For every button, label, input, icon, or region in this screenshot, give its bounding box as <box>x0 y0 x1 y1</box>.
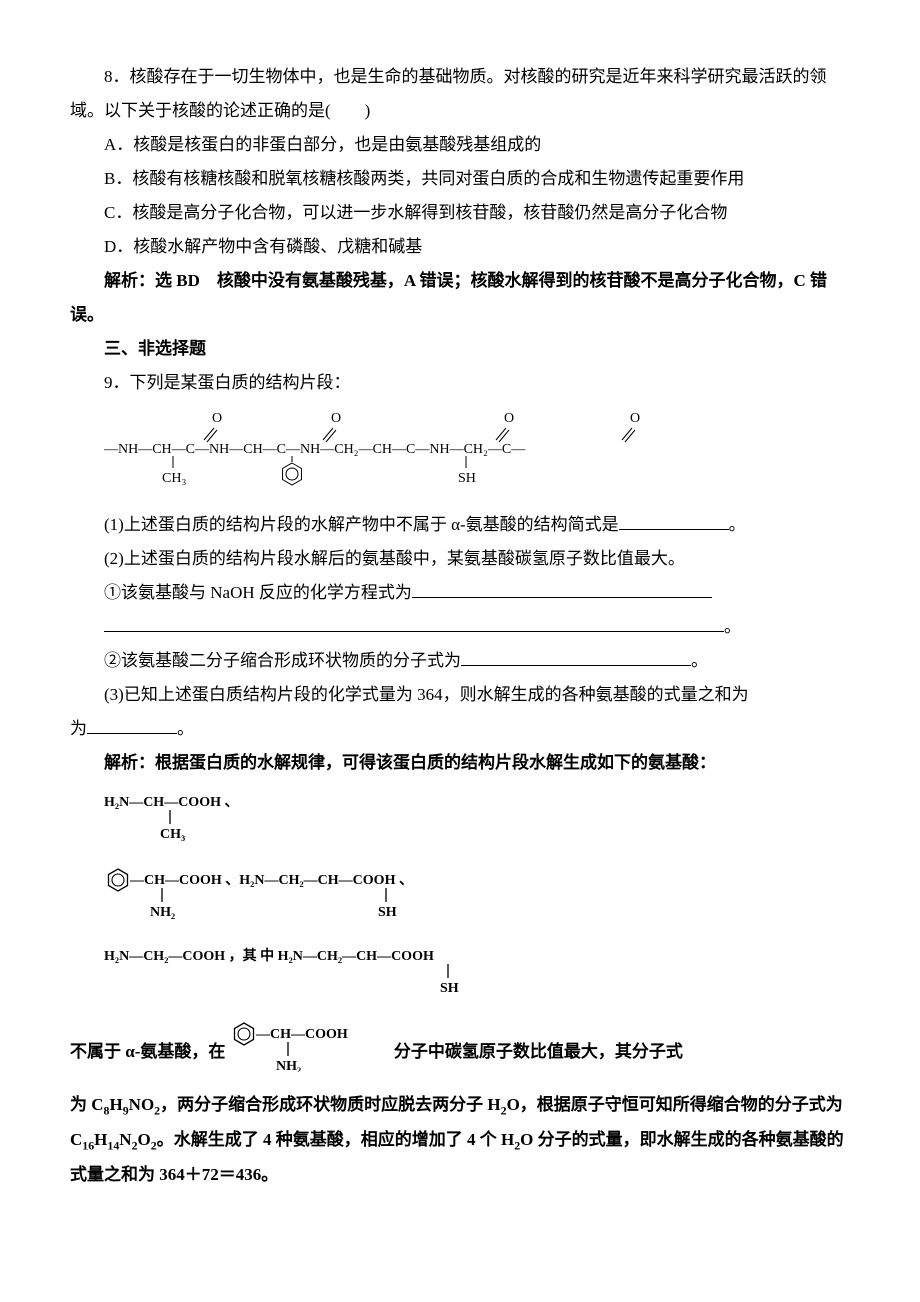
amino-acid-4: H₂N—CH₂—COOH ，其 中 H₂N—CH₂—CH—COOH SH <box>104 942 850 1010</box>
q9-analysis-lead: 解析：根据蛋白质的水解规律，可得该蛋白质的结构片段水解生成如下的氨基酸： <box>70 746 850 780</box>
svg-text:SH: SH <box>458 471 476 486</box>
q9-stem: 9．下列是某蛋白质的结构片段： <box>70 366 850 400</box>
svg-text:—CH—COOH: —CH—COOH <box>255 1027 348 1042</box>
q9-analysis-mid: 不属于 α-氨基酸，在 —CH—COOH NH₂ 分子中碳氢原子数比值最大，其分… <box>70 1018 850 1088</box>
svg-text:—NH—CH—C—NH—CH—C—NH—CH₂—CH—C—N: —NH—CH—C—NH—CH—C—NH—CH₂—CH—C—NH—CH₂—C— <box>104 442 526 457</box>
phenyl-amino-acid-inline: —CH—COOH NH₂ <box>230 1018 390 1088</box>
svg-text:H₂N—CH—COOH 、: H₂N—CH—COOH 、 <box>104 795 238 810</box>
svg-text:SH: SH <box>378 905 397 920</box>
svg-text:CH₃: CH₃ <box>160 827 185 842</box>
q9-part2: (2)上述蛋白质的结构片段水解后的氨基酸中，某氨基酸碳氢原子数比值最大。 <box>70 542 850 576</box>
svg-text:SH: SH <box>440 981 459 996</box>
blank-2a <box>412 580 712 598</box>
q8-option-c: C．核酸是高分子化合物，可以进一步水解得到核苷酸，核苷酸仍然是高分子化合物 <box>70 196 850 230</box>
q9-analysis-mid2: 分子中碳氢原子数比值最大，其分子式 <box>394 1042 683 1061</box>
protein-structure-diagram: —NH—CH—C—NH—CH—C—NH—CH₂—CH—C—NH—CH₂—C— O… <box>104 408 850 500</box>
q9-part2-2-end: 。 <box>691 651 708 670</box>
q9-part1-end: 。 <box>729 515 746 534</box>
q9-part2-1-line2: 。 <box>104 610 850 644</box>
svg-text:NH₂: NH₂ <box>276 1059 301 1072</box>
q9-analysis-mid1: 不属于 α-氨基酸，在 <box>70 1042 225 1061</box>
q8-analysis: 解析：选 BD 核酸中没有氨基酸残基，A 错误；核酸水解得到的核苷酸不是高分子化… <box>70 264 850 332</box>
amino-acid-2-3: —CH—COOH 、H₂N—CH₂—CH—COOH 、 NH₂ SH <box>104 864 850 934</box>
blank-2b <box>104 614 724 632</box>
svg-text:CH₃: CH₃ <box>162 471 186 486</box>
amino-acid-1: H₂N—CH—COOH 、 CH₃ <box>104 788 850 856</box>
q9-part2-2-text: ②该氨基酸二分子缩合形成环状物质的分子式为 <box>104 651 461 670</box>
svg-text:—CH—COOH 、H₂N—CH₂—CH—COOH 、: —CH—COOH 、H₂N—CH₂—CH—COOH 、 <box>129 873 413 888</box>
q9-formula-c8: 为 C8H9NO2 <box>70 1095 160 1114</box>
q9-part1: (1)上述蛋白质的结构片段的水解产物中不属于 α-氨基酸的结构简式是 。 <box>70 508 850 542</box>
q9-part2-1-end: 。 <box>724 617 741 636</box>
q9-part2-2: ②该氨基酸二分子缩合形成环状物质的分子式为 。 <box>70 644 850 678</box>
svg-text:NH₂: NH₂ <box>150 905 175 920</box>
q8-option-d: D．核酸水解产物中含有磷酸、戊糖和碱基 <box>70 230 850 264</box>
q9-analysis-tail: 为 C8H9NO2，两分子缩合形成环状物质时应脱去两分子 H2O，根据原子守恒可… <box>70 1088 850 1192</box>
q9-part3b: 。 <box>177 719 194 738</box>
svg-text:O: O <box>504 411 514 426</box>
q9-part3: (3)已知上述蛋白质结构片段的化学式量为 364，则水解生成的各种氨基酸的式量之… <box>70 678 850 712</box>
q9-part2-1: ①该氨基酸与 NaOH 反应的化学方程式为 <box>70 576 850 610</box>
q8-option-b: B．核酸有核糖核酸和脱氧核糖核酸两类，共同对蛋白质的合成和生物遗传起重要作用 <box>70 162 850 196</box>
q9-part3a: (3)已知上述蛋白质结构片段的化学式量为 364，则水解生成的各种氨基酸的式量之… <box>104 685 749 704</box>
svg-text:O: O <box>630 411 640 426</box>
q8-option-a: A．核酸是核蛋白的非蛋白部分，也是由氨基酸残基组成的 <box>70 128 850 162</box>
blank-3 <box>461 648 691 666</box>
svg-text:O: O <box>212 411 222 426</box>
q9-part1-text: (1)上述蛋白质的结构片段的水解产物中不属于 α-氨基酸的结构简式是 <box>104 515 619 534</box>
q9-part2-1-text: ①该氨基酸与 NaOH 反应的化学方程式为 <box>104 583 412 602</box>
q9-analysis-tail-text: ，两分子缩合形成环状物质时应脱去两分子 H2O，根据原子守恒可知所得缩合物的分子… <box>70 1095 844 1184</box>
q8-stem: 8．核酸存在于一切生物体中，也是生命的基础物质。对核酸的研究是近年来科学研究最活… <box>70 60 850 128</box>
section-3-title: 三、非选择题 <box>70 332 850 366</box>
svg-text:O: O <box>331 411 341 426</box>
blank-1 <box>619 512 729 530</box>
svg-text:H₂N—CH₂—COOH ，其 中 H₂N—CH₂—CH—: H₂N—CH₂—COOH ，其 中 H₂N—CH₂—CH—COOH <box>104 947 434 964</box>
q9-part3-line2: 为。 <box>70 712 850 746</box>
blank-4 <box>87 716 177 734</box>
